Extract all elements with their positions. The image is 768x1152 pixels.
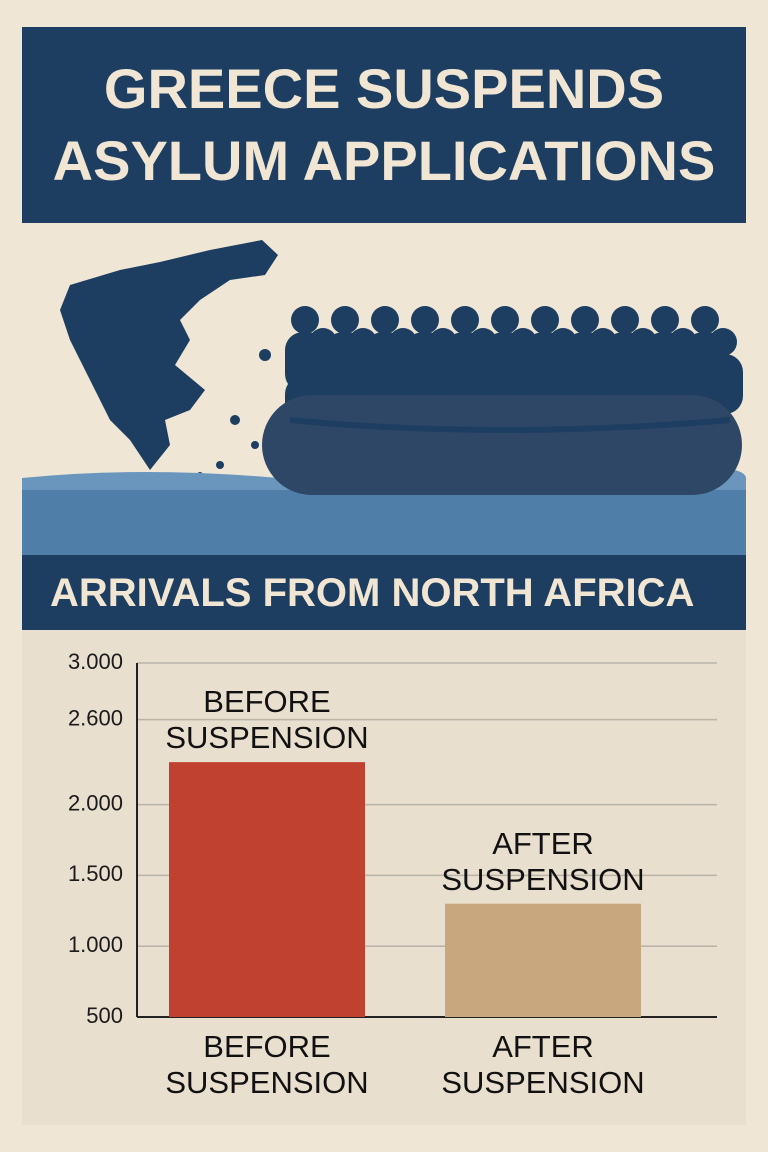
boat	[262, 395, 742, 495]
person-head	[389, 328, 417, 356]
person-head	[291, 306, 319, 334]
person-head	[611, 350, 639, 378]
person-head	[629, 328, 657, 356]
illustration	[22, 240, 747, 555]
title: GREECE SUSPENDS ASYLUM APPLICATIONS	[52, 57, 716, 192]
person-head	[589, 328, 617, 356]
person-head	[451, 306, 479, 334]
person-head	[691, 306, 719, 334]
person-head	[371, 306, 399, 334]
person-head	[709, 328, 737, 356]
person-head	[651, 350, 679, 378]
person-head	[451, 350, 479, 378]
person-head	[491, 306, 519, 334]
person-head	[491, 350, 519, 378]
bar-label: AFTER SUSPENSION	[441, 825, 645, 897]
map-greece	[60, 240, 278, 470]
person-head	[691, 350, 719, 378]
person-head	[291, 350, 319, 378]
person-head	[571, 350, 599, 378]
chart-panel	[22, 630, 746, 1125]
person-head	[349, 328, 377, 356]
person-head	[429, 328, 457, 356]
person-head	[331, 350, 359, 378]
title-banner: GREECE SUSPENDS ASYLUM APPLICATIONS	[22, 27, 746, 223]
person-head	[651, 306, 679, 334]
person-head	[331, 306, 359, 334]
person-head	[411, 350, 439, 378]
person-head	[509, 328, 537, 356]
subtitle: ARRIVALS FROM NORTH AFRICA	[50, 571, 695, 615]
x-tick-label: AFTER SUSPENSION	[441, 1029, 645, 1100]
boat-seam	[289, 417, 731, 433]
person-head	[531, 350, 559, 378]
person-head	[469, 328, 497, 356]
subtitle-banner: ARRIVALS FROM NORTH AFRICA	[22, 555, 746, 630]
bar-label: BEFORE SUSPENSION	[165, 684, 369, 756]
person-head	[411, 306, 439, 334]
person-head	[571, 306, 599, 334]
person-head	[669, 328, 697, 356]
x-tick-label: BEFORE SUSPENSION	[165, 1029, 369, 1100]
person-head	[309, 328, 337, 356]
person-head	[549, 328, 577, 356]
person-head	[611, 306, 639, 334]
person-head	[531, 306, 559, 334]
person-head	[371, 350, 399, 378]
